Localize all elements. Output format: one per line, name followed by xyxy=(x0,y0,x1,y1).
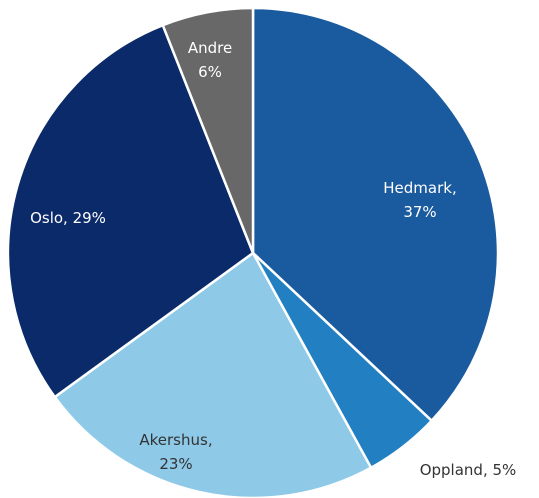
pie-slice xyxy=(251,6,500,423)
data-label-line: Hedmark, xyxy=(383,179,456,197)
pie-slice xyxy=(161,6,255,254)
data-label-line: 6% xyxy=(198,63,222,81)
data-label-line: Oslo, 29% xyxy=(30,209,106,227)
data-label: Oppland, 5% xyxy=(420,461,517,479)
data-label-line: Akershus, xyxy=(139,431,212,449)
data-label: Oslo, 29% xyxy=(30,209,106,227)
data-label-line: Oppland, 5% xyxy=(420,461,517,479)
pie-slice xyxy=(6,23,255,399)
data-label: Andre 6% xyxy=(188,39,232,81)
data-label-line: Andre xyxy=(188,39,232,57)
data-label-line: 37% xyxy=(403,203,436,221)
data-label: Akershus, 23% xyxy=(139,431,212,473)
data-label: Hedmark, 37% xyxy=(383,179,456,221)
data-label-line: 23% xyxy=(159,455,192,473)
pie-slice xyxy=(53,251,373,498)
